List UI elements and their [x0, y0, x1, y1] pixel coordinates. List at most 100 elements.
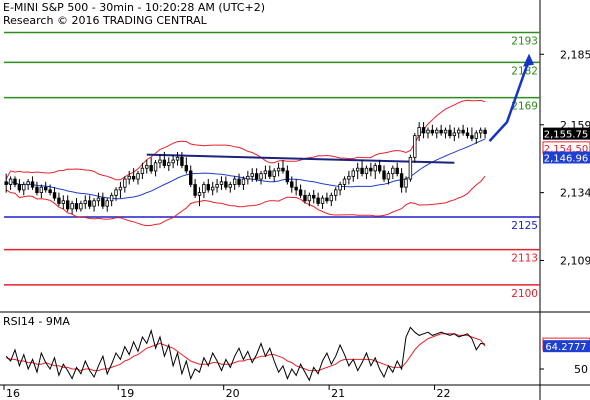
forecast-arrowhead — [523, 53, 535, 67]
candle-body — [17, 184, 22, 191]
candle-body — [457, 129, 461, 134]
candle-body — [342, 178, 347, 185]
candle-body — [215, 184, 219, 188]
candle-body — [430, 129, 435, 134]
candle-body — [193, 184, 197, 196]
candle-body — [131, 175, 136, 180]
candle-body — [48, 189, 52, 194]
price-tag-label: 2,155.75 — [544, 130, 589, 141]
candle-body — [263, 170, 268, 175]
rsi-ma-line — [6, 333, 486, 372]
price-tick-label: 2,185 — [560, 48, 590, 61]
candle-body — [483, 129, 487, 135]
candle-body — [74, 203, 79, 210]
candle-body — [316, 197, 320, 204]
candle-body — [329, 194, 334, 202]
bollinger-upper — [5, 99, 486, 181]
candle-body — [30, 181, 35, 188]
candle-body — [136, 173, 140, 180]
candle-body — [439, 129, 443, 134]
price-tick-label: 2,109 — [560, 254, 590, 267]
candle-body — [404, 178, 408, 188]
candle-body — [443, 129, 448, 134]
candle-body — [8, 178, 13, 185]
candle-body — [70, 203, 74, 210]
candle-body — [351, 170, 355, 177]
candle-body — [369, 167, 373, 172]
candle-body — [140, 167, 145, 175]
candle-body — [272, 170, 276, 177]
candle-body — [153, 162, 158, 172]
candle-body — [228, 184, 232, 188]
level-label-2100: 2100 — [511, 288, 538, 300]
candle-body — [254, 173, 259, 180]
candle-body — [259, 173, 263, 180]
price-tag-label: 2,146.96 — [544, 153, 589, 164]
price-tag-label: 2,154.50 — [544, 144, 589, 155]
candle-body — [118, 186, 123, 191]
candle-body — [149, 165, 153, 172]
candle-body — [127, 175, 131, 180]
candle-body — [96, 197, 101, 202]
candle-body — [180, 156, 184, 166]
candle-body — [298, 189, 303, 196]
candle-body — [92, 200, 96, 207]
candle-body — [101, 197, 105, 207]
level-label-2193: 2193 — [511, 36, 538, 48]
candle-body — [474, 132, 478, 139]
candle-body — [52, 192, 57, 199]
candle-body — [347, 175, 351, 180]
rsi-line — [5, 326, 486, 382]
candle-body — [435, 129, 439, 134]
candle-body — [426, 129, 430, 134]
candle-body — [66, 200, 70, 210]
candle-body — [334, 189, 338, 196]
candle-body — [312, 194, 316, 199]
candle-body — [395, 167, 399, 175]
candle-body — [413, 135, 417, 158]
candle-body — [22, 184, 26, 191]
candle-body — [4, 181, 8, 185]
rsi-value-label: 64.2777 — [545, 342, 586, 353]
rsi-tick-label: 50 — [574, 363, 588, 376]
candle-body — [391, 167, 395, 175]
candle-body — [202, 184, 206, 194]
price-tag-box — [543, 127, 590, 140]
candle-body — [79, 203, 83, 210]
time-tick-label: 22 — [437, 387, 451, 400]
candle-body — [83, 200, 87, 204]
copyright-label: Research © 2016 TRADING CENTRAL — [3, 14, 207, 27]
forecast-arrow — [488, 59, 531, 142]
candle-body — [189, 170, 193, 185]
time-tick-label: 19 — [120, 387, 134, 400]
candle-body — [237, 178, 241, 185]
candle-body — [285, 170, 290, 183]
rsi-value-box — [543, 340, 590, 353]
candle-body — [246, 175, 250, 180]
candle-body — [386, 173, 391, 180]
candle-body — [470, 135, 474, 139]
time-tick-label: 16 — [6, 387, 20, 400]
candle-body — [373, 165, 377, 172]
candle-body — [250, 173, 254, 177]
candle-body — [268, 170, 272, 177]
candle-body — [39, 186, 44, 194]
candle-body — [364, 167, 369, 175]
candle-body — [478, 129, 483, 134]
trendline — [146, 153, 455, 164]
candle-body — [338, 184, 342, 191]
candle-body — [171, 159, 175, 164]
candle-body — [35, 186, 39, 194]
candle-body — [355, 167, 360, 172]
candle-body — [206, 184, 210, 191]
candle-body — [448, 129, 452, 137]
candle-body — [114, 189, 118, 196]
candle-body — [232, 178, 237, 185]
level-label-2169: 2169 — [511, 101, 538, 113]
candle-body — [13, 178, 17, 185]
candle-body — [325, 197, 329, 202]
candle-body — [303, 194, 307, 202]
candle-body — [109, 194, 114, 202]
rsi-title: RSI14 - 9MA — [3, 315, 70, 328]
candle-body — [465, 132, 470, 137]
